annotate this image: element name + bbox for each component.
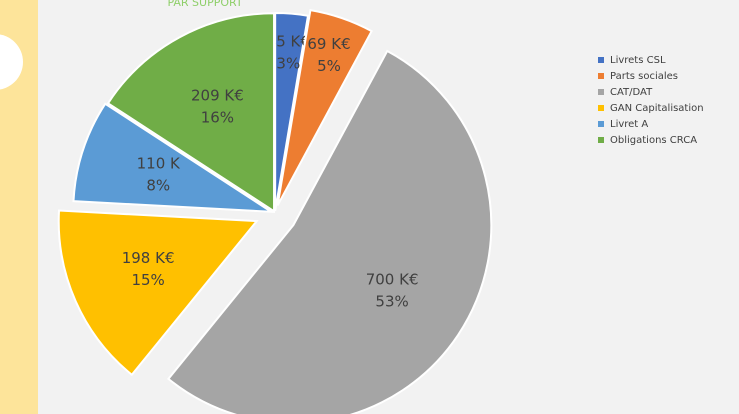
legend-swatch [598, 73, 604, 79]
legend-label: Obligations CRCA [610, 135, 697, 146]
legend-swatch [598, 89, 604, 95]
pie-slice [274, 12, 310, 212]
data-label: 110 K [137, 154, 181, 172]
legend-label: Parts sociales [610, 71, 678, 82]
data-label: 209 K€ [191, 86, 244, 104]
data-label: 700 K€ [366, 271, 419, 289]
legend-swatch [598, 105, 604, 111]
legend-label: Livret A [610, 119, 648, 130]
percent-label: 16% [201, 108, 234, 126]
percent-label: 15% [131, 271, 164, 289]
legend-label: GAN Capitalisation [610, 103, 704, 114]
legend-label: CAT/DAT [610, 87, 653, 98]
pie-slice [276, 9, 373, 206]
pie-slice [72, 102, 275, 213]
pie-slice [166, 49, 493, 414]
pie-slice [106, 12, 276, 214]
legend-swatch [598, 137, 604, 143]
data-label: 198 K€ [122, 249, 175, 267]
percent-label: 5% [317, 57, 341, 75]
pie-slice [57, 209, 259, 377]
legend-swatch [598, 121, 604, 127]
percent-label: 3% [276, 55, 300, 73]
decor-circle [0, 34, 23, 90]
legend-label: Livrets CSL [610, 55, 666, 66]
percent-label: 53% [375, 293, 408, 311]
chart-title: PAR SUPPORT [167, 0, 242, 9]
data-label: 69 K€ [307, 35, 350, 53]
legend-swatch [598, 57, 604, 63]
percent-label: 8% [146, 176, 170, 194]
data-label: 35 K€ [267, 33, 310, 51]
